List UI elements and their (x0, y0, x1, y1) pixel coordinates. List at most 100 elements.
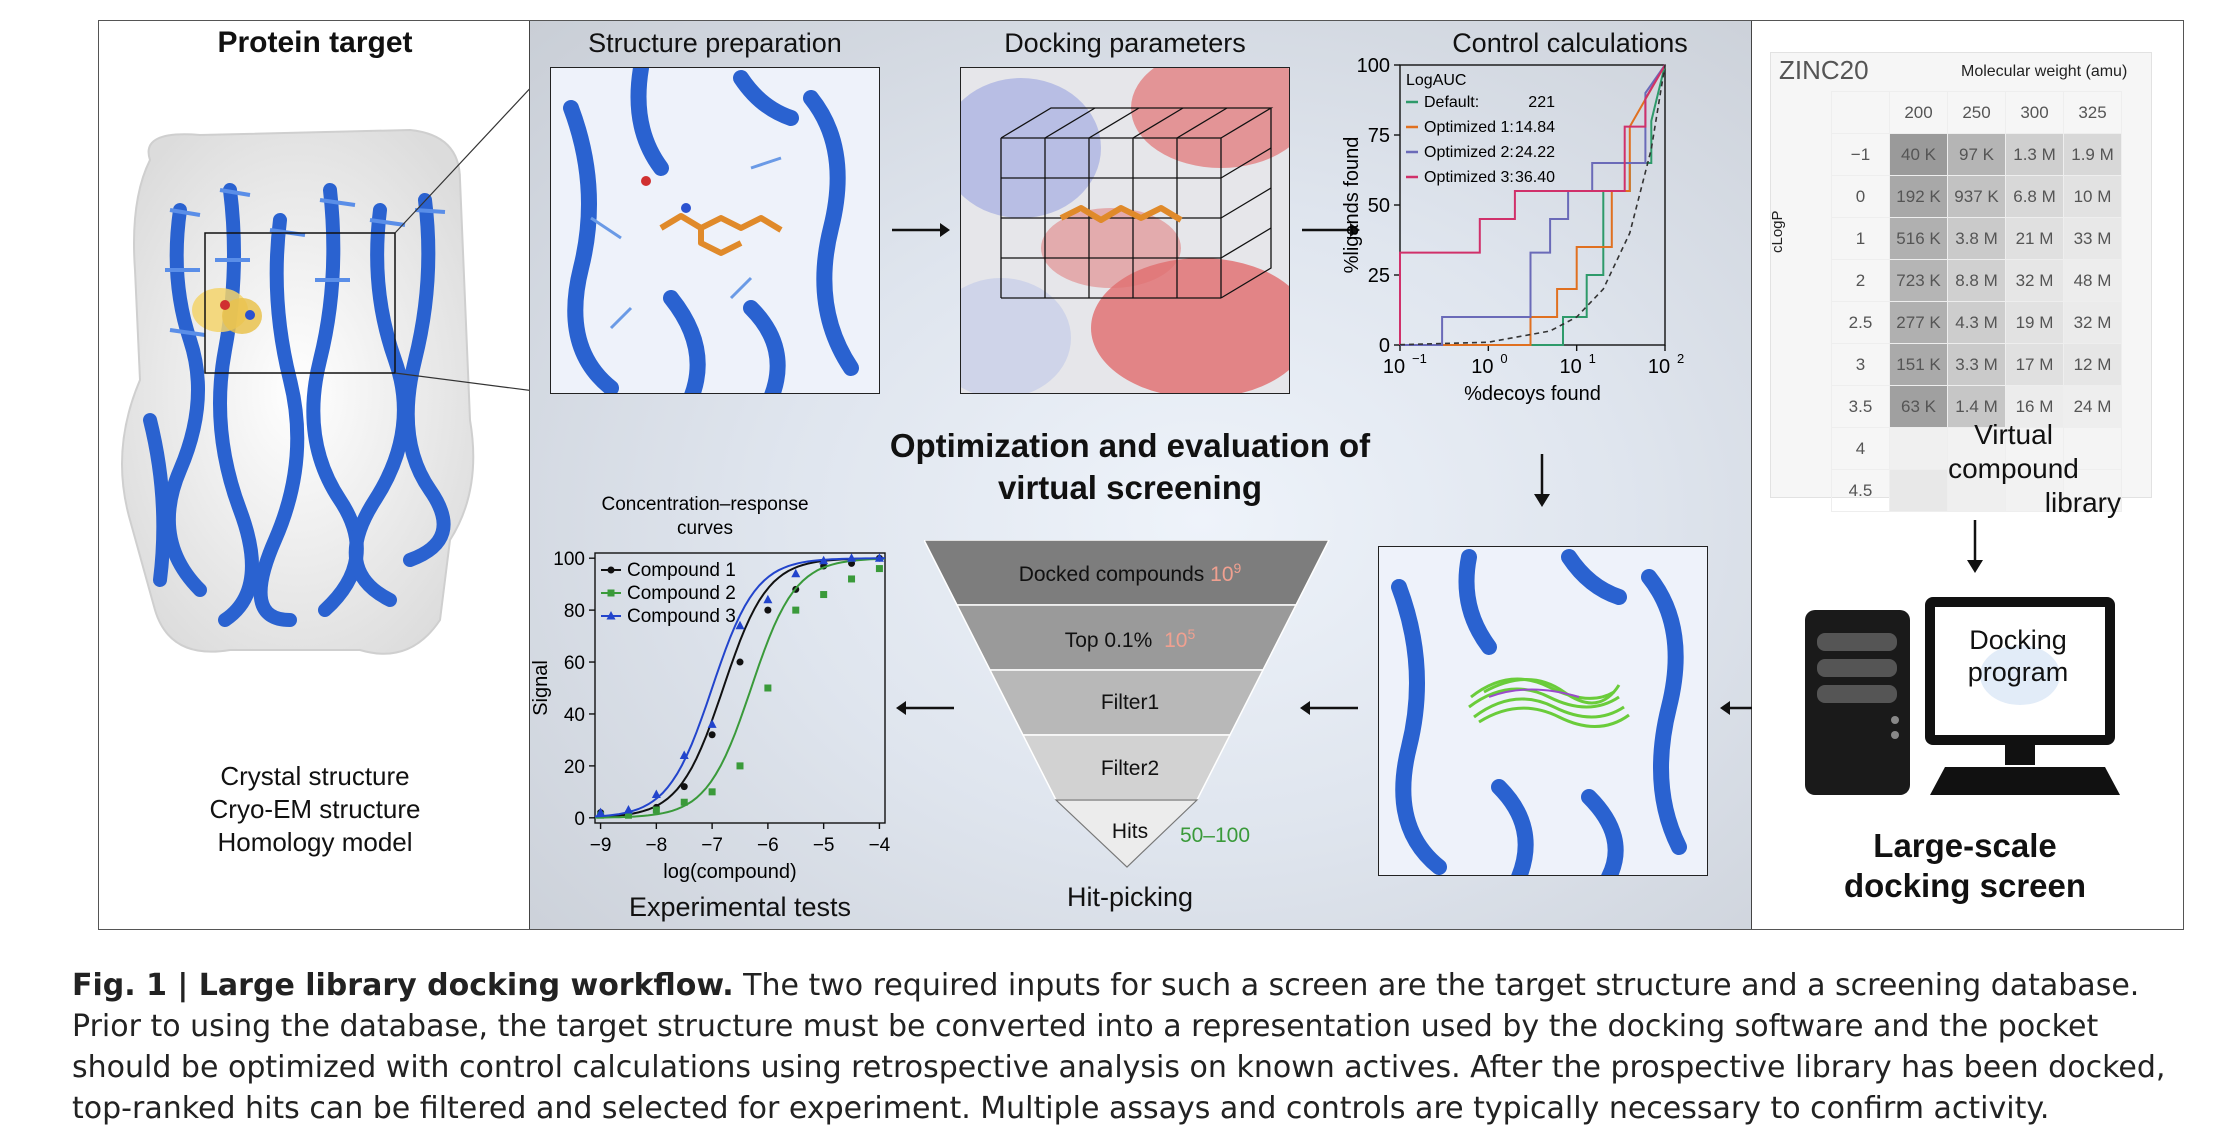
structure-type-item: Cryo-EM structure (209, 794, 421, 824)
experimental-tests-label: Experimental tests (628, 892, 852, 922)
zinc-cell: 12 M (2063, 343, 2122, 386)
structure-prep-image (550, 67, 880, 394)
zinc-cell: 1.4 M (1947, 385, 2006, 428)
funnel-tier-hits (1054, 799, 1199, 868)
funnel-count-exp: 5 (1187, 626, 1196, 642)
zinc-row: 2 723 K 8.8 M 32 M 48 M (1831, 259, 2122, 302)
funnel-count-base: 10 (1164, 629, 1188, 652)
clogp-value: 4 (1831, 427, 1890, 470)
zinc-library-table: ZINC20 Molecular weight (amu) cLogP 200 … (1769, 52, 2152, 518)
clogp-axis-label: cLogP (1769, 210, 1786, 253)
series-line-optimized-3 (1399, 64, 1666, 345)
funnel-filter1-label: Filter1 (1100, 691, 1160, 714)
clogp-value: 4.5 (1831, 469, 1890, 512)
structure-type-list: Crystal structure Cryo-EM structure Homo… (140, 760, 490, 859)
data-point-compound-2 (848, 575, 856, 583)
hit-picking-label: Hit-picking (1066, 882, 1194, 912)
clogp-value: 3.5 (1831, 385, 1890, 428)
funnel-hits-count: 50–100 (1179, 824, 1251, 847)
zinc-cell: 40 K (1889, 133, 1948, 176)
funnel-top-label: Top 0.1% 105 (1000, 626, 1260, 653)
zinc-title: ZINC20 (1779, 55, 1869, 85)
legend-entry-compound-1: Compound 1 (627, 560, 736, 581)
legend-entry-value: 36.40 (1515, 169, 1555, 186)
clogp-value: 3 (1831, 343, 1890, 386)
zinc-row: 3.5 63 K 1.4 M 16 M 24 M (1831, 385, 2122, 428)
data-point-compound-2 (652, 806, 660, 814)
x-tick-label: 10 (1471, 356, 1493, 378)
legend-entry-name: Default: (1424, 94, 1479, 111)
mw-value: 325 (2063, 91, 2122, 134)
legend-entry-value: 221 (1528, 94, 1555, 111)
zinc-cell: 723 K (1889, 259, 1948, 302)
funnel-count: 109 (1210, 560, 1241, 586)
zinc-header-row: 200 250 300 325 (1831, 91, 2122, 134)
zinc-row: 4.5 (1831, 469, 2122, 512)
data-point-compound-1 (708, 731, 716, 739)
data-point-compound-3 (847, 553, 857, 562)
x-tick-label: −7 (701, 835, 723, 856)
y-tick-label: 0 (574, 809, 585, 830)
x-tick-label: −4 (869, 835, 891, 856)
structure-type-item: Crystal structure (220, 761, 410, 791)
clogp-value: 1 (1831, 217, 1890, 260)
data-point-compound-3 (651, 789, 661, 798)
legend-marker (607, 566, 615, 574)
zinc-row: 3 151 K 3.3 M 17 M 12 M (1831, 343, 2122, 386)
x-tick-label: 10 (1560, 356, 1582, 378)
x-axis-label: log(compound) (663, 861, 796, 883)
docking-program-line: Docking (1969, 625, 2067, 655)
y-tick-label: 20 (564, 757, 585, 778)
protein-target-title: Protein target (217, 26, 413, 59)
zinc-cell: 151 K (1889, 343, 1948, 386)
zinc-row: −1 40 K 97 K 1.3 M 1.9 M (1831, 133, 2122, 176)
zinc-cell: 17 M (2005, 343, 2064, 386)
zinc-cell: 6.8 M (2005, 175, 2064, 218)
arrow-right-icon (892, 223, 950, 237)
chart-title-line: curves (677, 518, 733, 539)
x-tick-label: −6 (757, 835, 779, 856)
docking-grid-image (960, 67, 1290, 394)
zinc-cell: 19 M (2005, 301, 2064, 344)
zinc-cell: 192 K (1889, 175, 1948, 218)
zinc-cell: 10 M (2063, 175, 2122, 218)
arrow-down-icon (1534, 454, 1550, 507)
zinc-cell: 277 K (1889, 301, 1948, 344)
data-point-compound-2 (680, 798, 688, 806)
series-line-optimized-1 (1400, 64, 1666, 346)
y-axis-label: Signal (530, 660, 552, 716)
docking-screen-line: docking screen (1843, 867, 2087, 904)
legend-entry-value: 14.84 (1515, 119, 1555, 136)
zinc-cell: 16 M (2005, 385, 2064, 428)
zinc-cell: 21 M (2005, 217, 2064, 260)
legend-marker (606, 611, 616, 620)
central-title-line: Optimization and evaluation of (889, 427, 1371, 464)
data-point-compound-3 (707, 719, 717, 728)
chart-title-line: Concentration–response (601, 494, 808, 515)
data-point-compound-2 (736, 762, 744, 770)
mw-axis-label: Molecular weight (amu) (1961, 63, 2128, 80)
data-point-compound-3 (819, 555, 829, 565)
series-line-default (1400, 64, 1666, 346)
data-point-compound-3 (735, 620, 745, 630)
central-title: Optimization and evaluation of virtual s… (840, 425, 1420, 509)
x-tick-label: 10 (1383, 356, 1405, 378)
x-tick-label: −8 (646, 835, 668, 856)
legend-entry-compound-2: Compound 2 (627, 583, 736, 604)
data-point-compound-2 (764, 684, 772, 692)
x-axis-label: %decoys found (1464, 383, 1601, 405)
data-point-compound-1 (680, 783, 688, 791)
library-label: Virtual compound library (1906, 418, 2151, 520)
funnel-hits-label: Hits (1111, 820, 1149, 843)
data-point-compound-2 (708, 788, 716, 796)
data-point-compound-3 (763, 594, 773, 604)
x-tick-label: −5 (813, 835, 835, 856)
x-tick-exponent: −1 (1412, 351, 1427, 366)
x-tick-exponent: 2 (1677, 351, 1684, 366)
data-point-compound-3 (874, 553, 884, 562)
funnel-count-base: 10 (1210, 563, 1234, 586)
zinc-cell: 937 K (1947, 175, 2006, 218)
zinc-cell: 8.8 M (1947, 259, 2006, 302)
y-tick-label: 60 (564, 653, 585, 674)
y-tick-label: 80 (564, 601, 585, 622)
